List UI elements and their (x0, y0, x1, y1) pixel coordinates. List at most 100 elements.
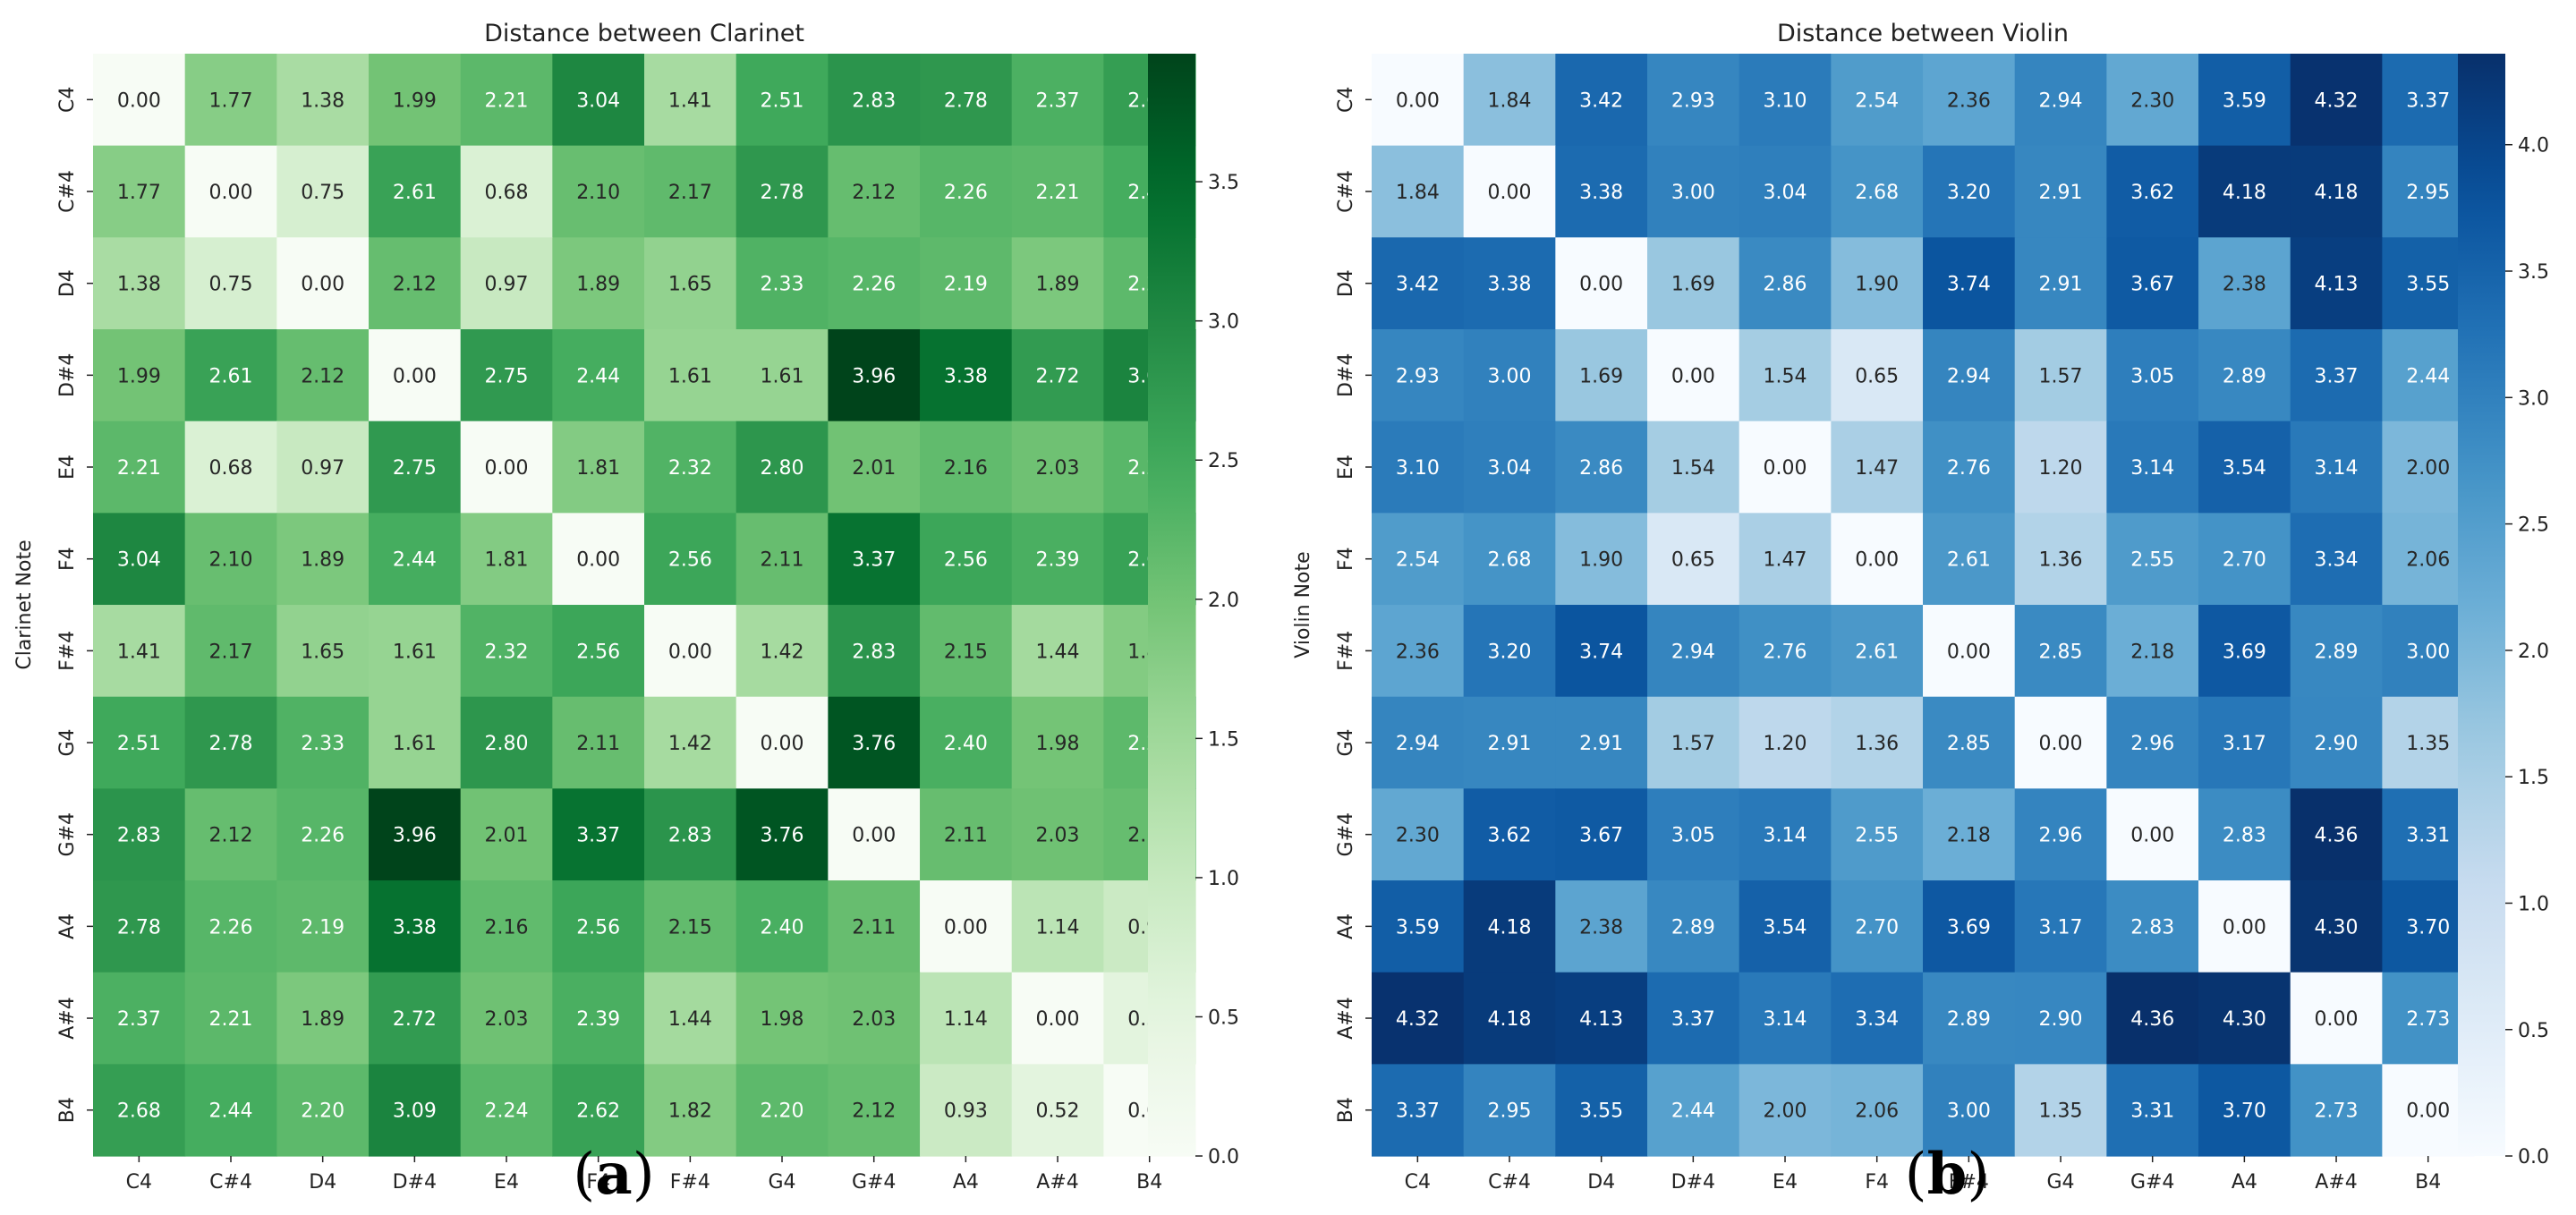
heatmap-cell (2290, 696, 2383, 789)
y-tick-asharp4: A#4 (1335, 997, 1357, 1039)
heatmap-cell (184, 1064, 277, 1157)
cell-value-label: 0.65 (1671, 549, 1715, 572)
cell-value-label: 3.10 (1764, 89, 1807, 112)
cell-value-label: 2.94 (1396, 733, 1440, 755)
cell-value-label: 1.38 (301, 89, 344, 112)
cell-value-label: 2.17 (668, 182, 712, 204)
heatmap-cell (1739, 145, 1832, 238)
heatmap-cell (2290, 421, 2383, 514)
heatmap-cell (1647, 1064, 1740, 1157)
heatmap-cell (828, 972, 921, 1065)
cell-value-label: 3.42 (1396, 274, 1440, 296)
heatmap-cell (1372, 880, 1465, 973)
cell-value-label: 2.15 (668, 916, 712, 939)
cell-value-label: 2.19 (944, 274, 988, 296)
colorbar-tick-label: 4.0 (2518, 135, 2549, 157)
cell-value-label: 3.17 (2223, 733, 2266, 755)
colorbar-tick-label: 0.0 (1208, 1146, 1239, 1168)
heatmap-cell (735, 329, 829, 422)
cell-value-label: 3.38 (393, 916, 437, 939)
cell-value-label: 2.62 (576, 1100, 620, 1123)
x-tick-c4: C4 (1405, 1171, 1431, 1194)
heatmap-cell (1739, 788, 1832, 881)
heatmap-cell (2106, 54, 2199, 147)
heatmap-cell (369, 972, 462, 1065)
cell-value-label: 3.14 (2130, 457, 2174, 480)
heatmap-cell (920, 513, 1013, 606)
heatmap-cell (828, 513, 921, 606)
heatmap-cell (1923, 1064, 2016, 1157)
cell-value-label: 3.67 (2130, 274, 2174, 296)
heatmap-cell (735, 696, 829, 789)
cell-value-label: 2.00 (1764, 1100, 1807, 1123)
cell-value-label: 2.70 (2223, 549, 2266, 572)
x-tick-e4: E4 (1773, 1171, 1798, 1194)
cell-value-label: 2.33 (301, 733, 344, 755)
cell-value-label: 2.40 (761, 916, 804, 939)
colorbar-tick-label: 1.5 (2518, 767, 2549, 789)
heatmap-cell (276, 880, 370, 973)
cell-value-label: 0.00 (1855, 549, 1899, 572)
heatmap-cell (1923, 513, 2016, 606)
heatmap-cell (184, 972, 277, 1065)
cell-value-label: 1.47 (1855, 457, 1899, 480)
y-tick-gsharp4: G#4 (56, 812, 79, 856)
heatmap-cell (2198, 329, 2291, 422)
x-tick-f4: F4 (586, 1171, 610, 1194)
heatmap-cell (184, 513, 277, 606)
cell-value-label: 1.99 (117, 365, 161, 387)
heatmap-cell (1463, 237, 1556, 330)
heatmap-cell (276, 788, 370, 881)
heatmap-cell (1011, 54, 1104, 147)
cell-value-label: 1.65 (668, 274, 712, 296)
heatmap-cell (93, 145, 186, 238)
cell-value-label: 1.98 (761, 1008, 804, 1031)
heatmap-cell (552, 329, 645, 422)
heatmap-cell (1831, 880, 1924, 973)
heatmap-cells: 0.00 1.84 3.42 2.93 3.10 2.54 2.36 2.94 2.30 3.59… (1372, 54, 2475, 1157)
heatmap-cell (276, 513, 370, 606)
cell-value-label: 3.38 (1579, 182, 1623, 204)
heatmap-cell (1463, 329, 1556, 422)
heatmap-cell (2014, 605, 2107, 698)
heatmap-cell (644, 329, 737, 422)
cell-value-label: 1.54 (1764, 365, 1807, 387)
cell-value-label: 1.44 (1036, 641, 1080, 663)
y-tick-asharp4: A#4 (56, 997, 79, 1039)
heatmap-cell (552, 696, 645, 789)
heatmap-cell (2014, 788, 2107, 881)
cell-value-label: 2.91 (1579, 733, 1623, 755)
cell-value-label: 2.83 (852, 89, 896, 112)
x-tick-asharp4: A#4 (1036, 1171, 1078, 1194)
cell-value-label: 1.42 (668, 733, 712, 755)
colorbar-tick-label: 3.5 (1208, 172, 1239, 194)
heatmap-cell (2198, 513, 2291, 606)
cell-value-label: 3.04 (1764, 182, 1807, 204)
heatmap-cell (2198, 605, 2291, 698)
heatmap-cell (1372, 696, 1465, 789)
cell-value-label: 0.00 (1764, 457, 1807, 480)
heatmap-cell (460, 513, 553, 606)
heatmap-cell (828, 145, 921, 238)
cell-value-label: 4.30 (2315, 916, 2359, 939)
cell-value-label: 1.41 (117, 641, 161, 663)
cell-value-label: 1.36 (1855, 733, 1899, 755)
cell-value-label: 2.78 (117, 916, 161, 939)
cell-value-label: 2.11 (761, 549, 804, 572)
cell-value-label: 2.85 (1947, 733, 1991, 755)
heatmap-cell (1011, 237, 1104, 330)
y-tick-d4: D4 (56, 269, 79, 297)
cell-value-label: 1.89 (301, 1008, 344, 1031)
cell-value-label: 0.68 (209, 457, 253, 480)
heatmap-cell (2290, 329, 2383, 422)
heatmap-cell (552, 145, 645, 238)
cell-value-label: 1.90 (1579, 549, 1623, 572)
x-tick-asharp4: A#4 (2315, 1171, 2357, 1194)
cell-value-label: 3.96 (852, 365, 896, 387)
heatmap-cell (1739, 329, 1832, 422)
heatmap-cell (1739, 513, 1832, 606)
cell-value-label: 2.70 (1855, 916, 1899, 939)
cell-value-label: 4.18 (1488, 916, 1532, 939)
heatmap-cell (369, 145, 462, 238)
heatmap-cell (1463, 421, 1556, 514)
